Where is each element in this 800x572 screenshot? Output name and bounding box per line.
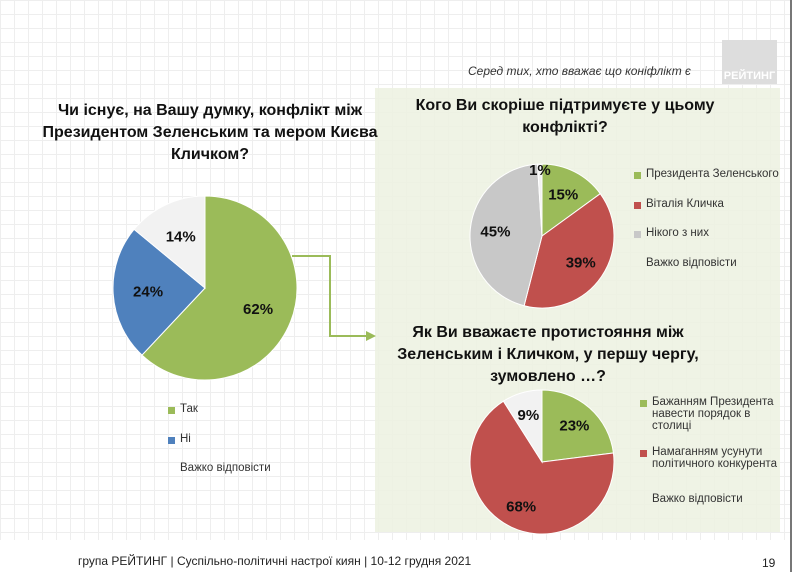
pie-slice — [141, 195, 298, 381]
legend-label: Важко відповісти — [646, 257, 737, 269]
legend-label: Намаганням усунути політичного конкурент… — [652, 446, 777, 470]
pie-slice — [541, 389, 614, 463]
swatch — [634, 202, 641, 209]
legend-item: Бажанням Президента навести порядок в ст… — [640, 396, 780, 432]
legend-item: Нікого з них — [634, 227, 709, 239]
legend-item: Важко відповісти — [168, 462, 271, 474]
legend-label: Президента Зеленського — [646, 168, 779, 180]
legend-label: Віталія Кличка — [646, 198, 724, 210]
legend-label: Так — [180, 403, 198, 415]
pie-slice — [541, 163, 601, 237]
chart3-title: Як Ви вважаєте протистояння між Зеленськ… — [397, 324, 699, 385]
slide-edge — [790, 0, 792, 572]
data-label: 23% — [559, 417, 589, 434]
subtitle: Серед тих, хто вважає що коніфлікт є — [468, 64, 691, 78]
pie-chart-support: 15% 39% 45% 1% — [469, 162, 615, 309]
legend-item: Важко відповісти — [640, 493, 743, 505]
footer-text: група РЕЙТИНГ | Суспільно-політичні наст… — [78, 554, 472, 568]
legend-item: Віталія Кличка — [634, 198, 724, 210]
pie-slice — [133, 195, 206, 290]
swatch — [640, 400, 647, 407]
data-label: 45% — [480, 224, 510, 241]
pie-slice — [536, 163, 543, 237]
legend-label: Ні — [180, 433, 191, 445]
legend-item: Президента Зеленського — [634, 168, 779, 180]
swatch — [634, 231, 641, 238]
chart1-title: Чи існує, на Вашу думку, конфлікт між Пр… — [42, 102, 378, 163]
pie-chart-conflict-exists: 62% 24% 14% — [112, 195, 298, 381]
pie-slice — [469, 400, 615, 535]
pie-chart-cause: 23% 68% 9% — [469, 389, 615, 535]
pie-slice — [523, 192, 615, 309]
pie-slice — [112, 228, 206, 356]
data-label: 1% — [529, 162, 551, 179]
legend-item: Намаганням усунути політичного конкурент… — [640, 446, 790, 470]
data-label: 68% — [506, 498, 536, 515]
data-label: 9% — [517, 407, 539, 424]
pie-slice — [469, 163, 543, 307]
data-label: 24% — [133, 284, 163, 301]
connector-arrow — [292, 255, 368, 337]
page-number: 19 — [762, 556, 776, 570]
legend-item: Так — [168, 403, 198, 415]
swatch — [168, 437, 175, 444]
pie-slice — [502, 389, 543, 464]
chart2-title: Кого Ви скоріше підтримуєте у цьому конф… — [415, 97, 715, 136]
swatch — [634, 261, 641, 268]
legend-label: Важко відповісти — [652, 493, 743, 505]
swatch — [640, 497, 647, 504]
legend-label: Бажанням Президента навести порядок в ст… — [652, 396, 774, 432]
rating-logo: РЕЙТИНГ — [722, 40, 777, 84]
data-label: 14% — [166, 228, 196, 245]
swatch — [640, 450, 647, 457]
data-label: 15% — [548, 186, 578, 203]
legend-label: Важко відповісти — [180, 462, 271, 474]
legend-label: Нікого з них — [646, 227, 709, 239]
legend-item: Важко відповісти — [634, 257, 737, 269]
arrow-head — [366, 331, 376, 341]
legend-item: Ні — [168, 433, 191, 445]
logo-text: РЕЙТИНГ — [723, 70, 776, 82]
swatch — [634, 172, 641, 179]
data-label: 62% — [243, 301, 273, 318]
swatch — [168, 407, 175, 414]
swatch — [168, 466, 175, 473]
data-label: 39% — [566, 254, 596, 271]
